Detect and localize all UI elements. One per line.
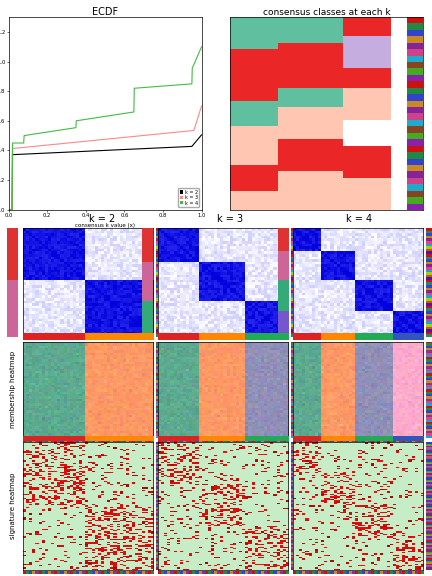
Title: consensus classes at each k: consensus classes at each k: [263, 7, 391, 17]
Text: consensus heatmap: consensus heatmap: [10, 248, 16, 318]
Legend: k = 2, k = 3, k = 4: k = 2, k = 3, k = 4: [178, 188, 199, 207]
Text: signature heatmap: signature heatmap: [10, 473, 16, 539]
Text: k = 2: k = 2: [89, 214, 115, 224]
Text: membership heatmap: membership heatmap: [10, 351, 16, 429]
X-axis label: consensus k value (x): consensus k value (x): [75, 223, 135, 228]
Text: k = 4: k = 4: [346, 214, 372, 224]
Text: k = 3: k = 3: [217, 214, 244, 224]
Title: ECDF: ECDF: [92, 6, 118, 17]
